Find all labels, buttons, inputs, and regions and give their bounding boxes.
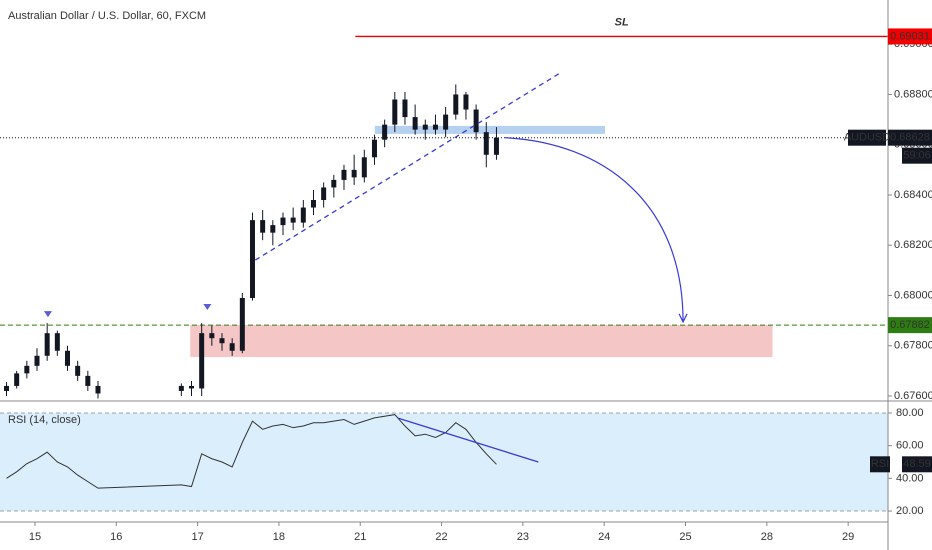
x-tick-label: 17 <box>191 531 203 543</box>
candle-body <box>382 124 388 140</box>
chart-title: Australian Dollar / U.S. Dollar, 60, FXC… <box>8 10 206 22</box>
y-tick-label: 0.67800 <box>894 340 932 352</box>
candle-body <box>483 132 489 155</box>
candle-body <box>280 217 286 226</box>
candle-body <box>270 225 276 233</box>
candle-body <box>402 99 408 118</box>
candle-body <box>24 365 30 374</box>
candle-body <box>321 187 327 200</box>
candle-body <box>44 333 50 356</box>
x-tick-label: 28 <box>761 531 773 543</box>
current-price-label-box <box>888 129 932 146</box>
candle-body <box>361 157 367 178</box>
rsi-tick-label: 60.00 <box>896 440 924 452</box>
rsi-band <box>0 412 888 512</box>
rsi-tick-label: 40.00 <box>896 472 924 484</box>
x-tick-label: 25 <box>679 531 691 543</box>
symbol-label-box <box>848 129 886 146</box>
marker <box>203 304 212 311</box>
candle-body <box>54 333 60 351</box>
candle-body <box>64 350 70 366</box>
rsi-tick-label: 80.00 <box>896 407 924 419</box>
candle-body <box>290 217 296 223</box>
y-tick-label: 0.68000 <box>894 289 932 301</box>
candle-body <box>209 333 215 339</box>
marker <box>43 311 52 318</box>
candle-body <box>371 139 377 158</box>
candle-body <box>422 124 428 130</box>
candle-body <box>463 94 469 110</box>
candle-body <box>392 99 398 125</box>
candle-body <box>443 114 449 130</box>
y-tick-label: 0.68400 <box>894 189 932 201</box>
rsi-trendline <box>397 417 539 463</box>
sl-text: SL <box>615 16 629 28</box>
x-tick-label: 22 <box>435 531 447 543</box>
candle-body <box>239 297 245 351</box>
zone <box>190 324 773 358</box>
candle-body <box>34 355 40 366</box>
rsi-legend: RSI (14, close) <box>8 414 81 426</box>
target-price-label-box <box>888 317 932 334</box>
rsi-name-label-box <box>870 456 890 473</box>
sl-price-label-box <box>888 28 932 45</box>
candle-body <box>493 137 499 155</box>
symbol-label: AUDUSD <box>844 132 891 144</box>
zone <box>374 125 606 134</box>
candle-body <box>4 385 10 391</box>
candle-body <box>473 109 479 133</box>
rsi-value-label: 48.59 <box>903 458 931 470</box>
y-tick-label: 0.68800 <box>894 88 932 100</box>
candle-body <box>432 124 438 130</box>
x-tick-label: 16 <box>110 531 122 543</box>
candle-body <box>331 179 337 188</box>
y-tick-label: 0.67600 <box>894 390 932 402</box>
candle-body <box>310 200 316 208</box>
x-tick-label: 24 <box>598 531 610 543</box>
trendline <box>255 72 561 261</box>
candle-body <box>341 169 347 180</box>
target-price-label: 0.67882 <box>890 319 930 331</box>
candle-body <box>189 385 195 389</box>
y-tick-label: 0.68200 <box>894 239 932 251</box>
candle-body <box>14 373 20 386</box>
sl-price-label: 0.69031 <box>890 30 930 42</box>
candle-body <box>95 385 101 394</box>
price-pane <box>0 35 888 399</box>
x-tick-label: 18 <box>273 531 285 543</box>
forecast-arrow <box>504 137 684 322</box>
countdown-label: 59:06 <box>903 150 931 162</box>
x-tick-label: 21 <box>354 531 366 543</box>
candle-body <box>229 343 235 351</box>
candle-body <box>199 333 205 389</box>
rsi-value-label-box <box>902 456 932 473</box>
rsi-tick-label: 20.00 <box>896 505 924 517</box>
arrow-head <box>678 313 688 324</box>
rsi-name-label: RSI <box>871 458 889 470</box>
candle-body <box>453 94 459 115</box>
candle-body <box>178 385 184 391</box>
x-tick-label: 23 <box>517 531 529 543</box>
x-tick-label: 29 <box>842 531 854 543</box>
candle-body <box>75 365 81 376</box>
rsi-line <box>6 414 497 489</box>
candle-body <box>351 169 357 178</box>
countdown-label-box <box>902 147 932 164</box>
x-tick-label: 15 <box>29 531 41 543</box>
current-price-label: 0.68628 <box>890 132 930 144</box>
candle-body <box>412 117 418 130</box>
candle-body <box>249 220 255 298</box>
candle-body <box>219 338 225 344</box>
candle-body <box>85 375 91 386</box>
candle-body <box>300 207 306 223</box>
candle-body <box>260 220 266 233</box>
